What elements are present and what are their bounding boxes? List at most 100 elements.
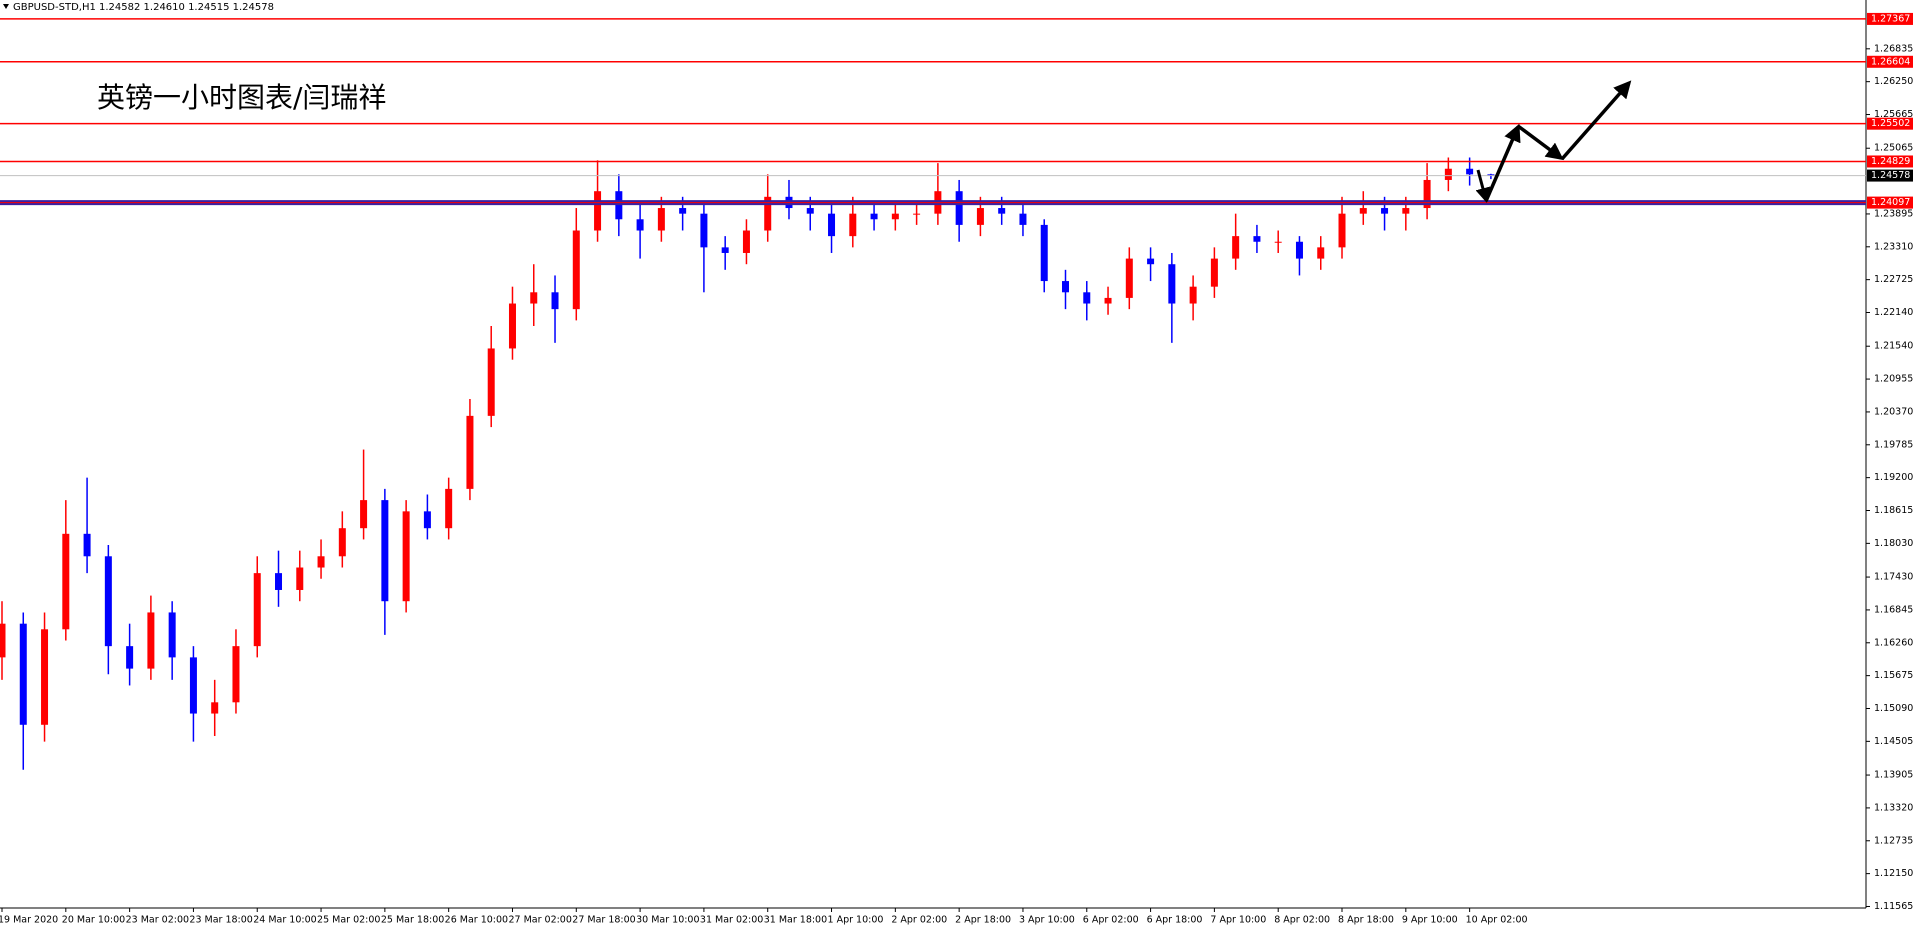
x-tick-label: 30 Mar 10:00 <box>636 915 699 926</box>
x-tick-label: 23 Mar 18:00 <box>189 915 252 926</box>
x-tick-label: 2 Apr 18:00 <box>955 915 1011 926</box>
candle-body <box>487 348 495 416</box>
x-tick-label: 25 Mar 18:00 <box>381 915 444 926</box>
candle-body <box>360 500 368 529</box>
candle-body <box>700 213 708 248</box>
candle-body <box>189 657 197 714</box>
y-tick-label: 1.22140 <box>1874 307 1913 318</box>
level-label: 1.25502 <box>1871 118 1910 129</box>
candle-body <box>1274 241 1282 243</box>
candle-body <box>913 213 921 215</box>
y-tick-label: 1.15090 <box>1874 703 1913 714</box>
candle-body <box>551 292 559 310</box>
candle-body <box>1062 281 1069 293</box>
y-tick-label: 1.19785 <box>1874 439 1913 450</box>
candle-body <box>253 573 261 647</box>
x-tick-label: 6 Apr 18:00 <box>1147 915 1203 926</box>
x-tick-label: 1 Apr 10:00 <box>828 915 884 926</box>
candle-body <box>1019 213 1027 225</box>
x-tick-label: 27 Mar 18:00 <box>572 915 635 926</box>
header: GBPUSD-STD,H1 1.24582 1.24610 1.24515 1.… <box>13 2 274 13</box>
candle-body <box>679 208 687 214</box>
y-tick-label: 1.21540 <box>1874 341 1913 352</box>
y-tick-label: 1.13905 <box>1874 770 1913 781</box>
candle-body <box>126 646 134 669</box>
candle-body <box>849 213 857 237</box>
y-tick-label: 1.18030 <box>1874 538 1913 549</box>
y-tick-label: 1.26250 <box>1874 76 1913 87</box>
candle-body <box>1444 168 1452 180</box>
level-label-box <box>1867 155 1913 168</box>
candle-body <box>1189 286 1197 304</box>
candle-body <box>742 230 750 253</box>
candle-body <box>147 612 155 669</box>
candle-body <box>1125 258 1133 298</box>
y-tick-label: 1.26835 <box>1874 43 1913 54</box>
candle-body <box>211 702 219 714</box>
arrow <box>1516 124 1564 161</box>
candle-body <box>232 646 240 703</box>
x-tick-label: 9 Apr 10:00 <box>1402 915 1458 926</box>
y-tick-label: 1.11565 <box>1874 901 1913 912</box>
level-label: 1.24829 <box>1871 156 1910 167</box>
x-tick-label: 27 Mar 02:00 <box>508 915 571 926</box>
y-tick-label: 1.12735 <box>1874 835 1913 846</box>
candle-body <box>594 191 602 231</box>
candle-body <box>955 191 963 225</box>
x-tick-label: 7 Apr 10:00 <box>1210 915 1266 926</box>
header-triangle <box>3 4 9 9</box>
candle-body <box>1423 179 1431 209</box>
x-tick-label: 8 Apr 18:00 <box>1338 915 1394 926</box>
candle-body <box>572 230 580 310</box>
y-tick-label: 1.25065 <box>1874 143 1913 154</box>
candle-body <box>1338 213 1346 248</box>
candle-body <box>1381 208 1389 214</box>
candle-body <box>402 511 410 602</box>
candle-body <box>0 623 6 658</box>
y-tick-label: 1.22725 <box>1874 274 1913 285</box>
x-tick-label: 31 Mar 18:00 <box>764 915 827 926</box>
candle-body <box>466 415 474 489</box>
x-tick-label: 25 Mar 02:00 <box>317 915 380 926</box>
level-label: 1.24097 <box>1871 197 1910 208</box>
candle-body <box>381 500 389 602</box>
candle-body <box>1317 247 1325 259</box>
candle-body <box>1104 297 1112 304</box>
chart-title: 英镑一小时图表/闫瑞祥 <box>97 81 386 114</box>
candle-body <box>806 208 814 214</box>
x-tick-label: 19 Mar 2020 <box>0 915 58 926</box>
y-tick-label: 1.16260 <box>1874 637 1913 648</box>
candle-body <box>1295 241 1303 259</box>
candle-body <box>19 623 27 725</box>
candle-body <box>721 247 729 253</box>
candle-body <box>508 303 516 349</box>
candle-body <box>1402 208 1410 214</box>
y-tick-label: 1.17430 <box>1874 572 1913 583</box>
candle-body <box>1147 258 1155 265</box>
candle-body <box>891 213 899 220</box>
candle-body <box>764 196 772 231</box>
candle-body <box>41 629 49 725</box>
x-tick-label: 31 Mar 02:00 <box>700 915 763 926</box>
candle-body <box>62 533 70 630</box>
level-label: 1.26604 <box>1871 56 1910 67</box>
candle-body <box>317 556 325 568</box>
x-tick-label: 6 Apr 02:00 <box>1083 915 1139 926</box>
candle-body <box>1466 168 1474 175</box>
y-tick-label: 1.18615 <box>1874 505 1913 516</box>
y-tick-label: 1.20370 <box>1874 406 1913 417</box>
candle-body <box>1210 258 1218 287</box>
y-tick-label: 1.19200 <box>1874 472 1913 483</box>
level-label-box <box>1867 117 1913 130</box>
y-tick-label: 1.23310 <box>1874 241 1913 252</box>
y-tick-label: 1.14505 <box>1874 736 1913 747</box>
candle-body <box>828 213 836 237</box>
arrows <box>1475 80 1632 203</box>
x-tick-label: 8 Apr 02:00 <box>1274 915 1330 926</box>
y-tick-label: 1.12150 <box>1874 868 1913 879</box>
candle-body <box>1232 236 1240 259</box>
x-tick-label: 3 Apr 10:00 <box>1019 915 1075 926</box>
candle-body <box>1168 264 1176 304</box>
x-tick-label: 20 Mar 10:00 <box>62 915 125 926</box>
